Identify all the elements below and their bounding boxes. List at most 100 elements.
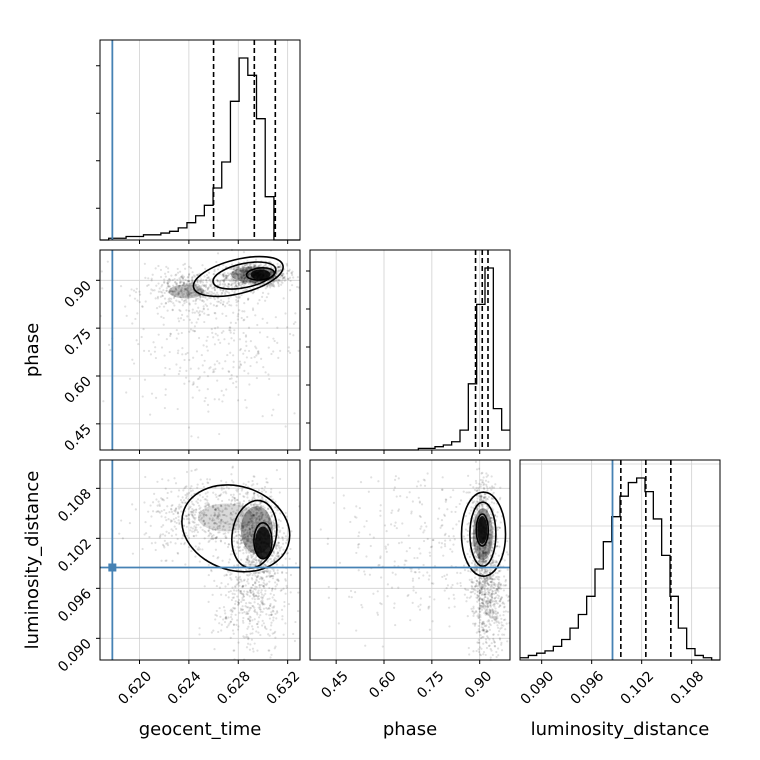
scatter-point — [243, 310, 246, 313]
scatter-point — [189, 505, 192, 508]
scatter-point — [226, 545, 230, 549]
scatter-point — [196, 486, 199, 489]
scatter-point — [240, 275, 243, 278]
scatter-point — [238, 272, 241, 275]
scatter-point — [229, 620, 232, 623]
scatter-point — [289, 573, 293, 577]
scatter-point — [138, 293, 142, 296]
scatter-point — [249, 364, 252, 368]
scatter-point — [245, 340, 248, 343]
scatter-point — [494, 571, 497, 574]
scatter-point — [232, 354, 235, 357]
scatter-point — [254, 280, 257, 284]
scatter-point — [246, 278, 249, 281]
scatter-point — [258, 586, 261, 589]
scatter-point — [220, 499, 224, 503]
scatter-point — [213, 268, 216, 271]
scatter-point — [252, 264, 255, 267]
y-tick-label: 0.75 — [61, 326, 94, 359]
scatter-points — [319, 460, 511, 661]
scatter-point — [203, 537, 206, 540]
scatter-point — [232, 277, 235, 281]
scatter-point — [243, 273, 246, 277]
scatter-point — [171, 559, 174, 562]
scatter-point — [274, 630, 277, 633]
scatter-point — [227, 570, 230, 573]
scatter-point — [235, 564, 239, 567]
scatter-point — [263, 485, 267, 489]
scatter-point — [250, 556, 253, 559]
scatter-point — [470, 532, 473, 535]
scatter-point — [287, 602, 291, 606]
scatter-point — [260, 357, 263, 360]
scatter-point — [244, 264, 247, 267]
scatter-point — [131, 503, 134, 506]
scatter-point — [178, 503, 181, 506]
scatter-point — [141, 305, 144, 308]
scatter-point — [248, 272, 251, 276]
scatter-point — [256, 493, 259, 497]
scatter-point — [186, 492, 189, 495]
scatter-point — [217, 556, 220, 559]
scatter-point — [208, 367, 211, 370]
scatter-point — [249, 282, 253, 285]
scatter-point — [468, 653, 471, 656]
scatter-point — [241, 605, 244, 608]
scatter-point — [480, 495, 483, 498]
scatter-point — [235, 280, 238, 283]
scatter-point — [259, 263, 262, 266]
scatter-point — [240, 273, 243, 276]
scatter-point — [275, 273, 278, 276]
scatter-point — [297, 349, 300, 352]
scatter-point — [192, 503, 195, 506]
scatter-point — [161, 533, 165, 536]
scatter-point — [480, 626, 483, 629]
scatter-point — [216, 291, 219, 294]
scatter-point — [206, 349, 209, 352]
scatter-point — [271, 282, 274, 285]
scatter-point — [281, 618, 284, 621]
scatter-point — [280, 283, 283, 286]
scatter-point — [266, 507, 270, 511]
scatter-point — [199, 506, 202, 509]
scatter-point — [233, 268, 236, 271]
scatter-point — [209, 296, 212, 299]
scatter-point — [237, 265, 241, 268]
scatter-point — [242, 595, 245, 598]
scatter-point — [287, 346, 290, 349]
scatter-point — [497, 595, 501, 598]
scatter-point — [191, 308, 194, 311]
scatter-point — [260, 589, 263, 592]
scatter-point — [480, 472, 483, 475]
scatter-point — [170, 528, 173, 531]
scatter-point — [280, 280, 283, 283]
scatter-point — [241, 611, 244, 615]
scatter-point — [164, 393, 167, 397]
scatter-point — [229, 553, 232, 556]
scatter-point — [211, 287, 214, 290]
scatter-point — [241, 310, 244, 313]
scatter-point — [276, 551, 280, 554]
scatter-point — [175, 533, 178, 536]
scatter-point — [141, 395, 144, 398]
scatter-point — [196, 547, 199, 551]
scatter-point — [180, 542, 183, 545]
scatter-point — [236, 542, 240, 545]
scatter-point — [466, 588, 470, 592]
scatter-point — [227, 616, 230, 619]
scatter-point — [214, 327, 217, 330]
scatter-point — [242, 271, 245, 274]
scatter-point — [281, 542, 285, 545]
scatter-point — [232, 280, 235, 283]
scatter-point — [279, 512, 282, 515]
scatter-point — [497, 569, 501, 573]
scatter-point — [487, 589, 490, 592]
scatter-point — [277, 265, 280, 269]
scatter-point — [247, 372, 250, 375]
scatter-point — [191, 514, 194, 517]
scatter-point — [160, 510, 163, 513]
scatter-point — [185, 309, 188, 312]
scatter-point — [208, 290, 211, 293]
scatter-point — [153, 492, 156, 495]
